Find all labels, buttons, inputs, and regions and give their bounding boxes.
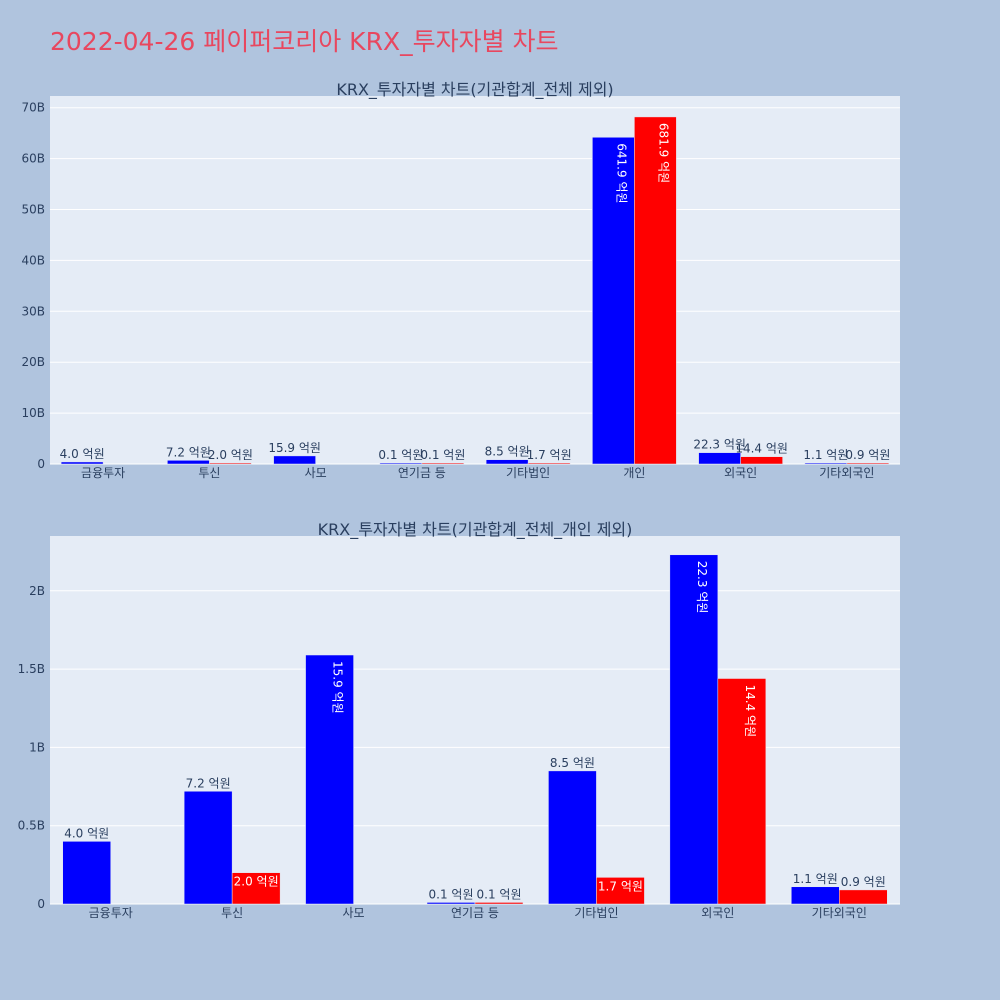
y-tick-label: 1.5B [18,662,45,676]
bar-buy [426,902,476,905]
chart-title: KRX_투자자별 차트(기관합계_전체 제외) [336,80,613,100]
x-tick-label: 금융투자 [81,466,125,480]
bar-buy [379,462,423,465]
data-label: 22.3 억원 [695,561,709,614]
data-label: 8.5 억원 [485,445,530,459]
x-tick-label: 개인 [623,466,645,480]
bar-sell [596,877,645,905]
x-tick-label: 기타법인 [574,906,618,920]
x-tick-label: 외국인 [701,906,734,920]
data-label: 2.0 억원 [208,448,253,462]
data-label: 1.1 억원 [803,448,848,462]
data-label: 8.5 억원 [550,756,595,770]
chart-top: 0 10B 20B 30B 40B 50B 60B 70B KRX_투자자별 차트(기관합계_전… [21,80,900,480]
y-tick-label: 0.5B [18,819,45,833]
x-tick-label: 기타법인 [506,466,550,480]
x-tick-label: 사모 [343,906,365,920]
y-tick-label: 0 [37,897,45,911]
data-label: 0.1 억원 [378,448,423,462]
chart-bottom: 0 0.5B 1B 1.5B 2B KRX_투자자별 차트(기관합계_전체_개인 제외) 금… [18,520,900,920]
x-tick-label: 금융투자 [89,906,133,920]
bar-sell [209,462,252,465]
data-label: 1.7 억원 [598,879,643,893]
data-label: 22.3 억원 [693,438,746,452]
data-label: 681.9 억원 [656,123,670,183]
bar-buy [60,461,104,465]
data-label: 0.9 억원 [845,448,890,462]
y-tick-label: 60B [21,152,45,166]
data-label: 0.9 억원 [841,875,886,889]
data-label: 1.7 억원 [527,448,572,462]
y-tick-label: 20B [21,355,45,369]
plot-area [50,96,900,464]
bar-buy [548,770,597,905]
x-tick-label: 연기금 등 [398,466,446,480]
data-label: 14.4 억원 [743,685,757,738]
y-tick-label: 0 [37,457,45,471]
bar-sell [846,462,890,465]
data-label: 0.1 억원 [420,448,465,462]
y-tick-label: 10B [21,406,45,420]
chart-title: KRX_투자자별 차트(기관합계_전체_개인 제외) [318,520,633,540]
bar-sell [634,116,677,465]
data-label: 4.0 억원 [60,447,105,461]
y-tick-label: 2B [29,584,45,598]
x-tick-label: 외국인 [724,466,757,480]
data-label: 15.9 억원 [331,661,345,714]
data-label: 4.0 억원 [64,826,109,840]
data-label: 641.9 억원 [614,143,628,203]
y-tick-label: 1B [29,740,45,754]
bar-sell [740,456,783,465]
bar-buy [273,455,316,465]
bar-sell [717,678,767,905]
x-tick-label: 연기금 등 [451,906,499,920]
bar-buy [167,460,210,465]
bar-buy [592,137,635,465]
bar-buy [62,841,111,905]
x-tick-label: 투신 [198,466,220,480]
y-tick-label: 50B [21,203,45,217]
x-tick-label: 투신 [221,906,243,920]
data-label: 1.1 억원 [793,872,838,886]
data-label: 0.1 억원 [429,887,474,901]
y-tick-label: 30B [21,304,45,318]
data-label: 7.2 억원 [166,445,211,459]
x-tick-label: 기타외국인 [819,466,874,480]
data-label: 0.1 억원 [477,887,522,901]
bar-sell [839,889,888,905]
data-label: 14.4 억원 [735,442,788,456]
x-tick-label: 기타외국인 [812,906,867,920]
bar-buy [804,462,848,465]
x-tick-label: 사모 [305,466,327,480]
bar-sell [421,462,465,465]
data-label: 2.0 억원 [234,875,279,889]
y-tick-label: 70B [21,101,45,115]
bar-buy [485,459,529,465]
bar-buy [669,554,719,905]
bar-buy [791,886,840,905]
bar-buy [183,791,233,905]
bar-sell [527,462,571,465]
page-title: 2022-04-26 페이퍼코리아 KRX_투자자별 차트 [50,27,559,56]
bar-buy [305,654,354,905]
bar-buy [698,452,741,465]
y-tick-label: 40B [21,253,45,267]
bar-sell [474,902,524,905]
data-label: 7.2 억원 [186,776,231,790]
data-label: 15.9 억원 [268,441,321,455]
bar-sell [231,872,281,905]
